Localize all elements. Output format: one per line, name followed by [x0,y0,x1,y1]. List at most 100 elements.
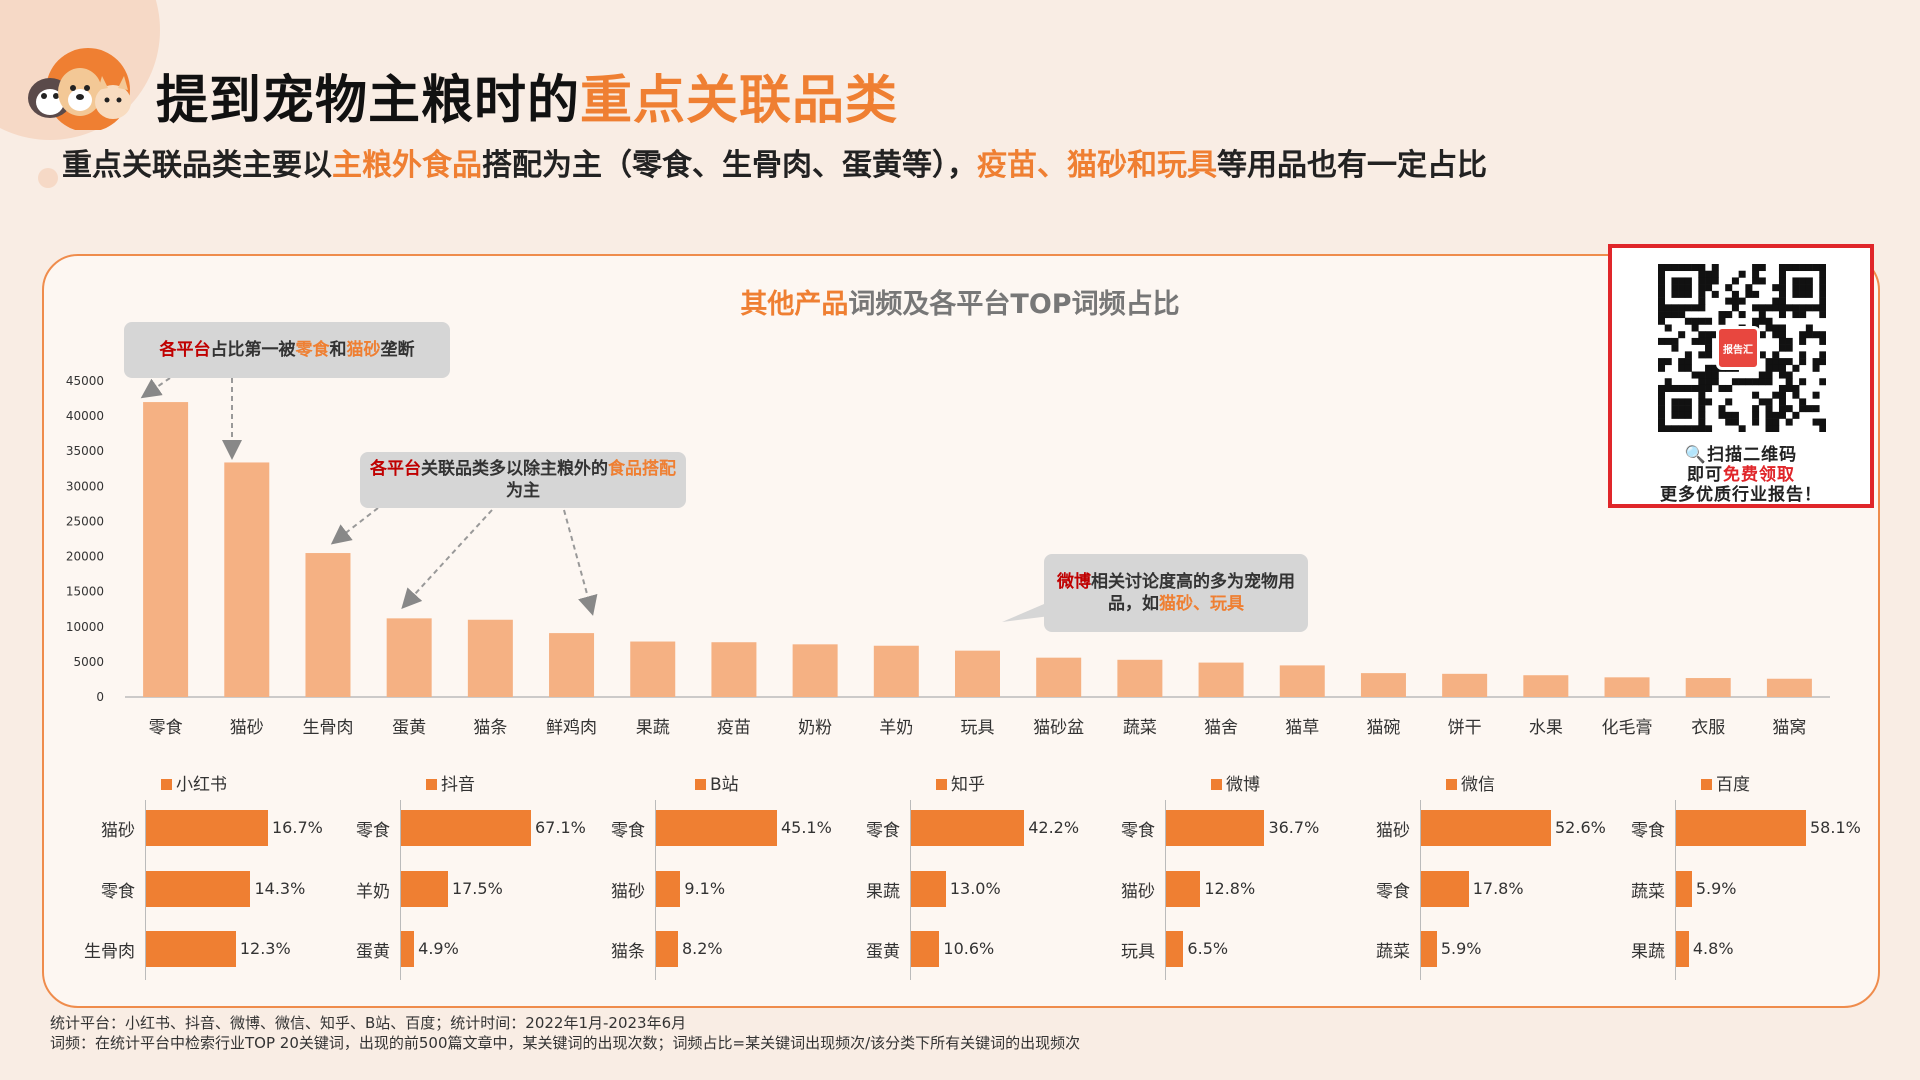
search-icon: 🔍 [1684,445,1708,465]
row-category-label: 蛋黄 [866,942,900,962]
bar-鲜鸡肉 [549,633,595,697]
platform-panel-微信: 微信猫砂 52.6% 零食 17.8% 蔬菜 5.9% [1310,760,1606,990]
x-tick-label: 猫条 [473,718,507,738]
y-tick-label: 0 [96,690,104,704]
y-tick-label: 45000 [66,374,104,388]
panel-axis [910,800,911,980]
panel-row: 猫砂 9.1% [545,871,800,907]
platform-panel-知乎: 知乎 零食 42.2% 果蔬 13.0% 蛋黄 10.6% [800,760,1079,990]
qr-text-free: 即可免费领取 [1687,465,1795,485]
row-value-label: 10.6% [943,939,995,958]
panel-row: 零食 42.2% [800,810,1079,846]
legend-swatch [1701,779,1712,790]
panel-row: 蔬菜 5.9% [1310,931,1565,967]
row-bar [911,871,946,907]
bar-玩具 [955,650,1000,697]
x-tick-label: 猫草 [1285,718,1319,738]
platform-panel-B站: B站 零食 45.1% 猫砂 9.1% 猫条 8.2% [545,760,832,990]
y-tick-label: 30000 [66,479,104,493]
row-bar [911,810,1025,846]
legend-swatch [426,779,437,790]
legend-label: 微信 [1461,775,1495,795]
x-tick-label: 玩具 [961,718,995,738]
x-tick-label: 奶粉 [798,718,832,738]
x-tick-label: 化毛膏 [1602,717,1653,738]
x-tick-label: 蔬菜 [1123,718,1157,738]
row-value-label: 67.1% [535,818,586,837]
qr-text-more: 更多优质行业报告！ [1660,485,1822,505]
legend-swatch [936,779,947,790]
bar-猫草 [1279,665,1325,697]
bar-蛋黄 [386,618,432,697]
legend-swatch [161,779,172,790]
row-value-label: 5.9% [1695,879,1737,898]
bar-猫舍 [1198,662,1244,697]
platform-panel-抖音: 抖音 零食 67.1% 羊奶 17.5% 蛋黄 4.9% [290,760,586,990]
panel-axis [655,800,656,980]
row-category-label: 零食 [356,821,390,841]
row-category-label: 猫砂 [1121,882,1155,902]
y-tick-label: 25000 [66,514,104,528]
legend-swatch [695,779,706,790]
x-tick-label: 果蔬 [636,718,670,738]
qr-promo-box[interactable]: 报告汇 🔍扫描二维码 即可免费领取 更多优质行业报告！ [1608,244,1874,508]
callout-3-pointer [1002,604,1050,622]
bar-猫砂 [224,462,270,697]
y-tick-label: 5000 [73,655,104,669]
callout-food-pairing: 各平台关联品类多以除主粮外的食品搭配为主 [360,452,686,508]
panel-row: 零食 36.7% [1055,810,1319,846]
panel-row: 零食 17.8% [1310,871,1565,907]
x-tick-label: 猫碗 [1366,718,1400,738]
row-category-label: 羊奶 [356,882,390,902]
panel-row: 果蔬 13.0% [800,871,1055,907]
footnote-definition: 词频：在统计平台中检索行业TOP 20关键词，出现的前500篇文章中，某关键词的… [50,1034,1081,1052]
bar-羊奶 [873,645,919,697]
callout-weibo: 微博相关讨论度高的多为宠物用品，如猫砂、玩具 [1044,554,1308,632]
legend-entry: B站 [695,770,739,795]
arrow-4 [401,509,493,609]
platform-panel-小红书: 小红书猫砂 16.7% 零食 14.3% 生骨肉 12.3% [35,760,323,990]
row-bar [1676,931,1689,967]
panel-row: 零食 67.1% [290,810,586,846]
row-category-label: 猫砂 [101,821,135,841]
y-tick-label: 15000 [66,585,104,599]
panel-row: 猫砂 12.8% [1055,871,1310,907]
callout-arrows [140,377,1050,622]
qr-badge: 报告汇 [1716,326,1760,370]
row-bar [401,931,415,967]
legend-swatch [1211,779,1222,790]
row-bar [1676,810,1806,846]
row-value-label: 16.7% [272,818,323,837]
panel-axis [1165,800,1166,980]
row-value-label: 13.0% [949,879,1001,898]
page-subtitle: 重点关联品类主要以主粮外食品搭配为主（零食、生骨肉、蛋黄等），疫苗、猫砂和玩具等… [62,148,1487,183]
row-value-label: 17.5% [451,879,503,898]
row-value-label: 58.1% [1810,818,1861,837]
x-tick-label: 蛋黄 [392,718,426,738]
x-tick-label: 生骨肉 [302,718,353,738]
panel-row: 零食 14.3% [35,871,305,907]
panel-row: 生骨肉 12.3% [35,931,291,967]
legend-label: 小红书 [176,775,227,795]
row-bar [911,931,940,967]
x-tick-label: 疫苗 [717,718,751,738]
row-category-label: 零食 [1631,821,1665,841]
row-bar [656,810,777,846]
platform-panel-百度: 百度 零食 58.1% 蔬菜 5.9% 果蔬 4.8% [1565,760,1861,990]
panel-row: 羊奶 17.5% [290,871,545,907]
row-value-label: 42.2% [1028,818,1080,837]
panel-row: 玩具 6.5% [1055,931,1310,967]
x-tick-label: 羊奶 [879,718,913,738]
y-tick-label: 20000 [66,550,104,564]
bar-果蔬 [630,641,676,697]
bar-水果 [1523,675,1569,697]
x-tick-label: 饼干 [1448,718,1482,738]
panel-axis [400,800,401,980]
legend-entry: 小红书 [161,770,227,795]
qr-code-icon[interactable] [1658,264,1826,432]
chart-title: 其他产品词频及各平台TOP词频占比 [740,289,1180,320]
x-tick-label: 猫舍 [1204,718,1238,738]
panel-row: 猫砂 52.6% [1310,810,1606,846]
row-category-label: 零食 [1376,882,1410,902]
